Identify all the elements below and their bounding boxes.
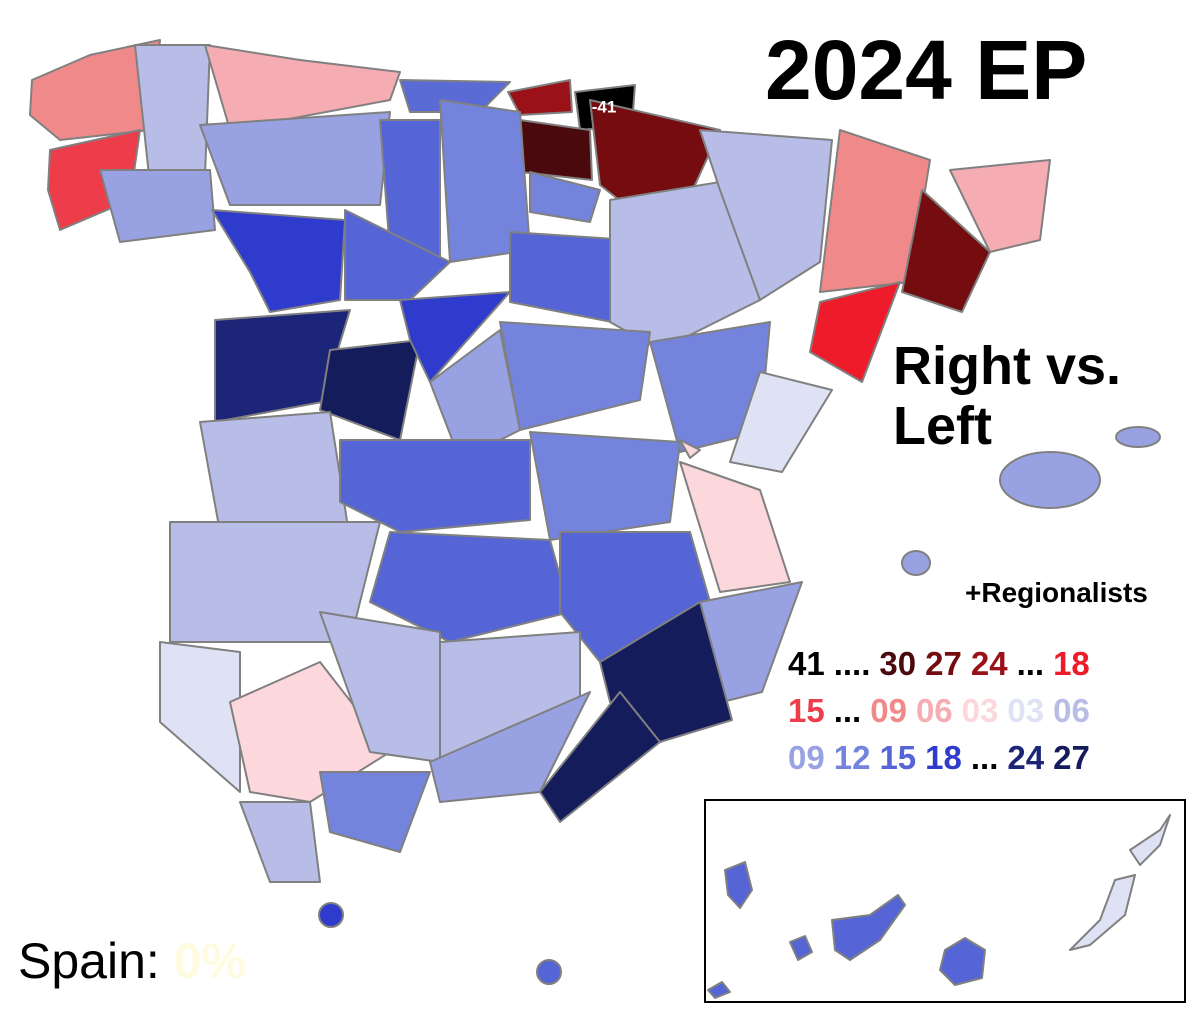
island: [939, 937, 986, 986]
island: [999, 451, 1101, 509]
legend-item: 30: [879, 645, 917, 682]
canary-islands: [707, 814, 1171, 999]
province: [901, 189, 991, 313]
legend-heading: +Regionalists: [965, 577, 1148, 608]
legend-row: 09 12 15 18... 24 27: [788, 734, 1099, 781]
canary-inset: [704, 799, 1186, 1003]
province: [319, 771, 431, 853]
province: [809, 281, 901, 383]
provinces: [29, 39, 1161, 985]
province: [507, 79, 573, 116]
legend-item: 18: [1053, 645, 1090, 682]
province: [199, 411, 351, 541]
legend: 41.... 30 27 24... 18 15... 09 06 03 03 06 09 12 15 18…: [788, 640, 1099, 781]
province: [729, 371, 833, 473]
province: [239, 801, 321, 883]
legend-item: 09: [870, 692, 907, 729]
summary-value: 0%: [173, 933, 246, 989]
province: [99, 169, 216, 243]
city: [536, 959, 562, 985]
title: 2024 EP: [765, 23, 1088, 117]
legend-item: 03: [1007, 692, 1045, 729]
island: [1069, 874, 1136, 951]
legend-item: 06: [1053, 692, 1090, 729]
legend-item: 15: [879, 739, 917, 776]
legend-item: 09: [788, 739, 825, 776]
legend-row: 41.... 30 27 24... 18: [788, 640, 1099, 687]
summary: Spain: 0%: [18, 932, 246, 990]
province: [519, 119, 593, 181]
island: [901, 550, 931, 576]
legend-item: 24: [970, 645, 1008, 682]
island: [831, 894, 906, 961]
island: [1115, 426, 1161, 448]
legend-item: 03: [961, 692, 999, 729]
province: [339, 439, 531, 533]
legend-item: 06: [915, 692, 953, 729]
province: [679, 439, 701, 459]
summary-label: Spain:: [18, 933, 160, 989]
legend-row: 15... 09 06 03 03 06: [788, 687, 1099, 734]
legend-item: 15: [788, 692, 825, 729]
province: [539, 691, 661, 823]
legend-item: ...: [1016, 645, 1045, 682]
province: [159, 641, 241, 793]
island: [789, 935, 813, 961]
island: [1129, 814, 1171, 866]
province: [679, 461, 791, 593]
province: [699, 129, 833, 301]
legend-item: ....: [833, 645, 871, 682]
subtitle: Right vs. Left: [893, 336, 1121, 456]
map-label: -41: [592, 97, 617, 116]
province: [204, 44, 401, 131]
province: [199, 111, 391, 206]
legend-item: 12: [833, 739, 871, 776]
province: [211, 209, 346, 313]
island: [724, 861, 753, 909]
province: [609, 181, 761, 351]
province: [134, 44, 211, 186]
subtitle-line: Left: [893, 396, 992, 456]
province: [369, 531, 571, 643]
legend-item: 41: [788, 645, 825, 682]
subtitle-line: Right vs.: [893, 336, 1122, 396]
island: [707, 981, 731, 999]
legend-item: 27: [925, 645, 962, 682]
province: [529, 431, 681, 541]
legend-item: 24: [1007, 739, 1045, 776]
province: [949, 159, 1051, 253]
province: [319, 339, 421, 441]
province: [529, 171, 601, 223]
legend-item: 18: [925, 739, 962, 776]
legend-item: ...: [970, 739, 999, 776]
legend-item: ...: [833, 692, 862, 729]
legend-item: 27: [1053, 739, 1090, 776]
province: [499, 321, 651, 431]
city: [318, 902, 344, 928]
